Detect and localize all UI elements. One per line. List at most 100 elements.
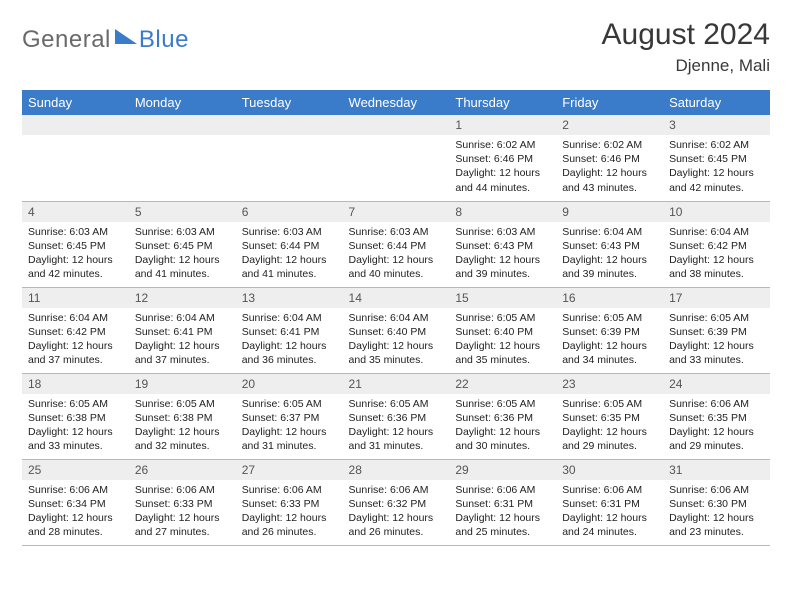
day-number: 21 — [343, 374, 450, 394]
day-cell: 9Sunrise: 6:04 AMSunset: 6:43 PMDaylight… — [556, 201, 663, 287]
calendar-week-row: 18Sunrise: 6:05 AMSunset: 6:38 PMDayligh… — [22, 373, 770, 459]
logo: General Blue — [22, 18, 189, 54]
day-details: Sunrise: 6:03 AMSunset: 6:44 PMDaylight:… — [343, 222, 450, 287]
location-subtitle: Djenne, Mali — [602, 56, 770, 76]
day-details: Sunrise: 6:06 AMSunset: 6:31 PMDaylight:… — [556, 480, 663, 545]
weekday-header: Friday — [556, 90, 663, 115]
day-number: 29 — [449, 460, 556, 480]
day-cell: 26Sunrise: 6:06 AMSunset: 6:33 PMDayligh… — [129, 459, 236, 545]
logo-triangle-icon — [115, 29, 137, 44]
day-number: 23 — [556, 374, 663, 394]
day-number: 14 — [343, 288, 450, 308]
day-cell: 19Sunrise: 6:05 AMSunset: 6:38 PMDayligh… — [129, 373, 236, 459]
calendar-week-row: 4Sunrise: 6:03 AMSunset: 6:45 PMDaylight… — [22, 201, 770, 287]
day-cell: 7Sunrise: 6:03 AMSunset: 6:44 PMDaylight… — [343, 201, 450, 287]
calendar-week-row: 1Sunrise: 6:02 AMSunset: 6:46 PMDaylight… — [22, 115, 770, 201]
logo-text-general: General — [22, 26, 111, 54]
day-number: 24 — [663, 374, 770, 394]
day-cell: 15Sunrise: 6:05 AMSunset: 6:40 PMDayligh… — [449, 287, 556, 373]
day-details: Sunrise: 6:04 AMSunset: 6:41 PMDaylight:… — [129, 308, 236, 373]
day-details: Sunrise: 6:03 AMSunset: 6:45 PMDaylight:… — [129, 222, 236, 287]
day-cell: 14Sunrise: 6:04 AMSunset: 6:40 PMDayligh… — [343, 287, 450, 373]
day-details: Sunrise: 6:04 AMSunset: 6:41 PMDaylight:… — [236, 308, 343, 373]
day-cell: 12Sunrise: 6:04 AMSunset: 6:41 PMDayligh… — [129, 287, 236, 373]
day-number: 20 — [236, 374, 343, 394]
day-details: Sunrise: 6:04 AMSunset: 6:42 PMDaylight:… — [663, 222, 770, 287]
calendar-week-row: 11Sunrise: 6:04 AMSunset: 6:42 PMDayligh… — [22, 287, 770, 373]
day-number: 22 — [449, 374, 556, 394]
calendar-table: SundayMondayTuesdayWednesdayThursdayFrid… — [22, 90, 770, 546]
day-cell: 30Sunrise: 6:06 AMSunset: 6:31 PMDayligh… — [556, 459, 663, 545]
day-cell: 18Sunrise: 6:05 AMSunset: 6:38 PMDayligh… — [22, 373, 129, 459]
title-block: August 2024 Djenne, Mali — [602, 18, 770, 76]
day-number: 25 — [22, 460, 129, 480]
day-number: 27 — [236, 460, 343, 480]
day-cell: 13Sunrise: 6:04 AMSunset: 6:41 PMDayligh… — [236, 287, 343, 373]
day-cell: 31Sunrise: 6:06 AMSunset: 6:30 PMDayligh… — [663, 459, 770, 545]
day-details: Sunrise: 6:06 AMSunset: 6:33 PMDaylight:… — [236, 480, 343, 545]
weekday-header: Monday — [129, 90, 236, 115]
header: General Blue August 2024 Djenne, Mali — [22, 18, 770, 76]
day-details: Sunrise: 6:02 AMSunset: 6:46 PMDaylight:… — [449, 135, 556, 200]
weekday-header: Wednesday — [343, 90, 450, 115]
day-number: 10 — [663, 202, 770, 222]
day-details: Sunrise: 6:02 AMSunset: 6:46 PMDaylight:… — [556, 135, 663, 200]
day-number: 5 — [129, 202, 236, 222]
day-details: Sunrise: 6:05 AMSunset: 6:38 PMDaylight:… — [22, 394, 129, 459]
day-number: 26 — [129, 460, 236, 480]
weekday-row: SundayMondayTuesdayWednesdayThursdayFrid… — [22, 90, 770, 115]
page-title: August 2024 — [602, 18, 770, 52]
day-number: 8 — [449, 202, 556, 222]
logo-text-blue: Blue — [139, 26, 189, 54]
day-cell: 21Sunrise: 6:05 AMSunset: 6:36 PMDayligh… — [343, 373, 450, 459]
day-cell: 3Sunrise: 6:02 AMSunset: 6:45 PMDaylight… — [663, 115, 770, 201]
weekday-header: Sunday — [22, 90, 129, 115]
calendar-body: 1Sunrise: 6:02 AMSunset: 6:46 PMDaylight… — [22, 115, 770, 545]
day-number: 6 — [236, 202, 343, 222]
day-details: Sunrise: 6:05 AMSunset: 6:36 PMDaylight:… — [449, 394, 556, 459]
calendar-head: SundayMondayTuesdayWednesdayThursdayFrid… — [22, 90, 770, 115]
day-cell: 1Sunrise: 6:02 AMSunset: 6:46 PMDaylight… — [449, 115, 556, 201]
day-number: 9 — [556, 202, 663, 222]
empty-cell — [22, 115, 129, 201]
day-cell: 5Sunrise: 6:03 AMSunset: 6:45 PMDaylight… — [129, 201, 236, 287]
day-cell: 2Sunrise: 6:02 AMSunset: 6:46 PMDaylight… — [556, 115, 663, 201]
day-cell: 17Sunrise: 6:05 AMSunset: 6:39 PMDayligh… — [663, 287, 770, 373]
day-cell: 11Sunrise: 6:04 AMSunset: 6:42 PMDayligh… — [22, 287, 129, 373]
day-number: 31 — [663, 460, 770, 480]
day-details: Sunrise: 6:03 AMSunset: 6:43 PMDaylight:… — [449, 222, 556, 287]
weekday-header: Saturday — [663, 90, 770, 115]
day-number: 18 — [22, 374, 129, 394]
day-number: 13 — [236, 288, 343, 308]
day-details: Sunrise: 6:06 AMSunset: 6:31 PMDaylight:… — [449, 480, 556, 545]
day-details: Sunrise: 6:05 AMSunset: 6:39 PMDaylight:… — [556, 308, 663, 373]
day-cell: 16Sunrise: 6:05 AMSunset: 6:39 PMDayligh… — [556, 287, 663, 373]
day-cell: 22Sunrise: 6:05 AMSunset: 6:36 PMDayligh… — [449, 373, 556, 459]
day-details: Sunrise: 6:02 AMSunset: 6:45 PMDaylight:… — [663, 135, 770, 200]
day-number: 15 — [449, 288, 556, 308]
day-details: Sunrise: 6:05 AMSunset: 6:39 PMDaylight:… — [663, 308, 770, 373]
weekday-header: Thursday — [449, 90, 556, 115]
day-number: 16 — [556, 288, 663, 308]
day-number: 11 — [22, 288, 129, 308]
day-number: 17 — [663, 288, 770, 308]
day-details: Sunrise: 6:03 AMSunset: 6:44 PMDaylight:… — [236, 222, 343, 287]
day-cell: 10Sunrise: 6:04 AMSunset: 6:42 PMDayligh… — [663, 201, 770, 287]
day-cell: 24Sunrise: 6:06 AMSunset: 6:35 PMDayligh… — [663, 373, 770, 459]
day-cell: 6Sunrise: 6:03 AMSunset: 6:44 PMDaylight… — [236, 201, 343, 287]
empty-cell — [129, 115, 236, 201]
day-number: 19 — [129, 374, 236, 394]
day-number: 2 — [556, 115, 663, 135]
day-details: Sunrise: 6:04 AMSunset: 6:42 PMDaylight:… — [22, 308, 129, 373]
day-cell: 28Sunrise: 6:06 AMSunset: 6:32 PMDayligh… — [343, 459, 450, 545]
day-cell: 23Sunrise: 6:05 AMSunset: 6:35 PMDayligh… — [556, 373, 663, 459]
day-cell: 8Sunrise: 6:03 AMSunset: 6:43 PMDaylight… — [449, 201, 556, 287]
day-details: Sunrise: 6:06 AMSunset: 6:34 PMDaylight:… — [22, 480, 129, 545]
day-details: Sunrise: 6:06 AMSunset: 6:33 PMDaylight:… — [129, 480, 236, 545]
day-number: 28 — [343, 460, 450, 480]
day-details: Sunrise: 6:05 AMSunset: 6:38 PMDaylight:… — [129, 394, 236, 459]
day-details: Sunrise: 6:06 AMSunset: 6:30 PMDaylight:… — [663, 480, 770, 545]
empty-cell — [343, 115, 450, 201]
day-details: Sunrise: 6:05 AMSunset: 6:36 PMDaylight:… — [343, 394, 450, 459]
day-details: Sunrise: 6:05 AMSunset: 6:35 PMDaylight:… — [556, 394, 663, 459]
